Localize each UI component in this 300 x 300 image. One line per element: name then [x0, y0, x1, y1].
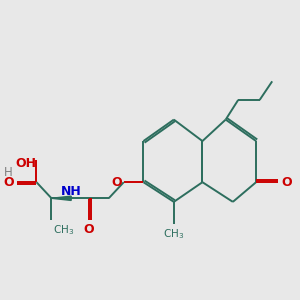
Polygon shape — [52, 196, 71, 200]
Text: O: O — [111, 176, 122, 189]
Text: O: O — [281, 176, 292, 189]
Text: O: O — [3, 176, 14, 189]
Text: NH: NH — [61, 185, 82, 198]
Text: OH: OH — [16, 157, 37, 170]
Text: H: H — [4, 166, 12, 179]
Text: CH$_3$: CH$_3$ — [53, 223, 74, 237]
Text: O: O — [84, 223, 94, 236]
Text: CH$_3$: CH$_3$ — [163, 227, 184, 241]
